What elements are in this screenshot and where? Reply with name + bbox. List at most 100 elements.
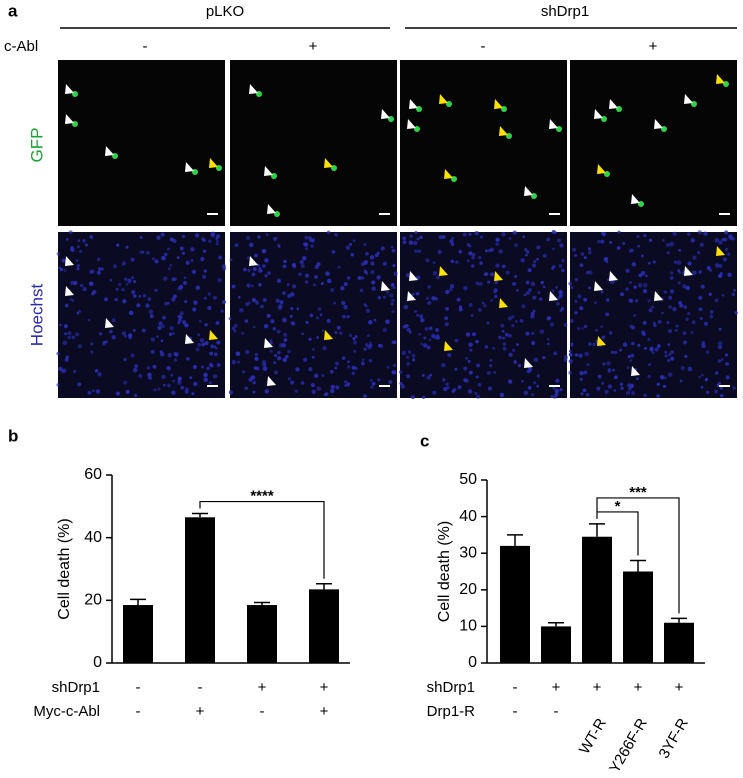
nucleus xyxy=(610,350,615,354)
nucleus xyxy=(533,381,537,385)
nucleus xyxy=(365,252,369,256)
nucleus xyxy=(666,358,671,363)
nucleus xyxy=(77,239,81,242)
nucleus xyxy=(709,310,714,314)
nucleus xyxy=(156,235,161,240)
nucleus xyxy=(449,239,454,244)
arrowhead xyxy=(185,334,194,344)
nucleus xyxy=(337,265,341,269)
arrowhead xyxy=(524,358,533,368)
arrowhead xyxy=(684,94,693,104)
nucleus xyxy=(406,374,411,379)
nucleus xyxy=(514,275,518,278)
nucleus xyxy=(685,285,690,291)
nucleus xyxy=(520,257,525,263)
nucleus xyxy=(668,352,672,357)
nucleus xyxy=(73,369,77,374)
nucleus xyxy=(173,358,178,362)
bar xyxy=(247,605,277,663)
nucleus xyxy=(699,316,703,320)
error-bar xyxy=(548,621,564,627)
nucleus xyxy=(504,332,509,337)
nucleus xyxy=(341,356,346,360)
nucleus xyxy=(367,334,370,338)
nucleus xyxy=(184,323,189,328)
nucleus xyxy=(647,374,651,379)
nucleus xyxy=(499,392,505,398)
nucleus xyxy=(115,287,119,291)
nucleus xyxy=(570,319,574,323)
nucleus xyxy=(346,365,351,369)
nucleus xyxy=(553,351,557,356)
nucleus xyxy=(321,373,325,377)
nucleus xyxy=(663,290,668,294)
nucleus xyxy=(604,389,609,394)
nucleus xyxy=(228,317,232,320)
nucleus xyxy=(626,390,631,395)
nucleus xyxy=(201,365,205,369)
nucleus xyxy=(636,377,639,381)
nucleus xyxy=(677,281,681,285)
nucleus xyxy=(148,309,154,315)
nucleus xyxy=(666,251,670,255)
nucleus xyxy=(183,281,187,285)
nucleus xyxy=(122,299,127,304)
nucleus xyxy=(428,326,433,331)
nucleus xyxy=(502,346,507,351)
nucleus xyxy=(213,345,217,349)
nucleus xyxy=(600,290,604,294)
nucleus xyxy=(277,305,283,311)
nucleus xyxy=(531,263,537,268)
nucleus xyxy=(609,240,613,244)
nucleus xyxy=(631,261,637,267)
nucleus xyxy=(622,342,628,347)
nucleus xyxy=(527,385,532,390)
nucleus xyxy=(703,231,708,236)
nucleus xyxy=(625,268,630,273)
nucleus xyxy=(56,252,60,256)
nucleus xyxy=(721,237,725,242)
arrowhead xyxy=(324,158,333,168)
nucleus xyxy=(725,362,729,366)
nucleus xyxy=(465,357,469,360)
nucleus xyxy=(432,390,437,395)
nucleus xyxy=(714,298,719,303)
nucleus xyxy=(264,258,269,263)
nucleus xyxy=(552,247,555,251)
nucleus xyxy=(334,366,338,370)
nucleus xyxy=(718,341,723,346)
y-axis-label: Cell death (%) xyxy=(436,521,453,622)
nucleus xyxy=(151,257,155,261)
nucleus xyxy=(727,272,732,278)
nucleus xyxy=(283,338,288,342)
nucleus xyxy=(733,288,736,292)
nucleus xyxy=(411,353,416,358)
nucleus xyxy=(208,239,212,243)
nucleus xyxy=(391,298,395,303)
nucleus xyxy=(393,363,396,367)
nucleus xyxy=(430,333,436,339)
nucleus xyxy=(596,386,601,391)
nucleus xyxy=(690,331,694,334)
nucleus xyxy=(229,258,233,262)
condition: - xyxy=(481,38,486,55)
nucleus xyxy=(424,326,429,331)
arrowhead xyxy=(209,330,218,340)
nucleus xyxy=(568,352,573,357)
nucleus xyxy=(191,269,196,274)
nucleus xyxy=(537,291,541,294)
nucleus xyxy=(465,332,471,337)
nucleus xyxy=(405,273,410,278)
nucleus xyxy=(414,230,418,235)
nucleus xyxy=(327,278,332,284)
nucleus xyxy=(406,355,410,359)
nucleus xyxy=(644,346,648,350)
nucleus xyxy=(382,295,386,299)
nucleus xyxy=(516,343,519,347)
nucleus xyxy=(511,348,516,352)
arrowhead xyxy=(249,256,258,266)
nucleus xyxy=(258,268,263,273)
nucleus xyxy=(363,260,368,266)
nucleus xyxy=(392,286,396,290)
nucleus xyxy=(546,237,551,242)
